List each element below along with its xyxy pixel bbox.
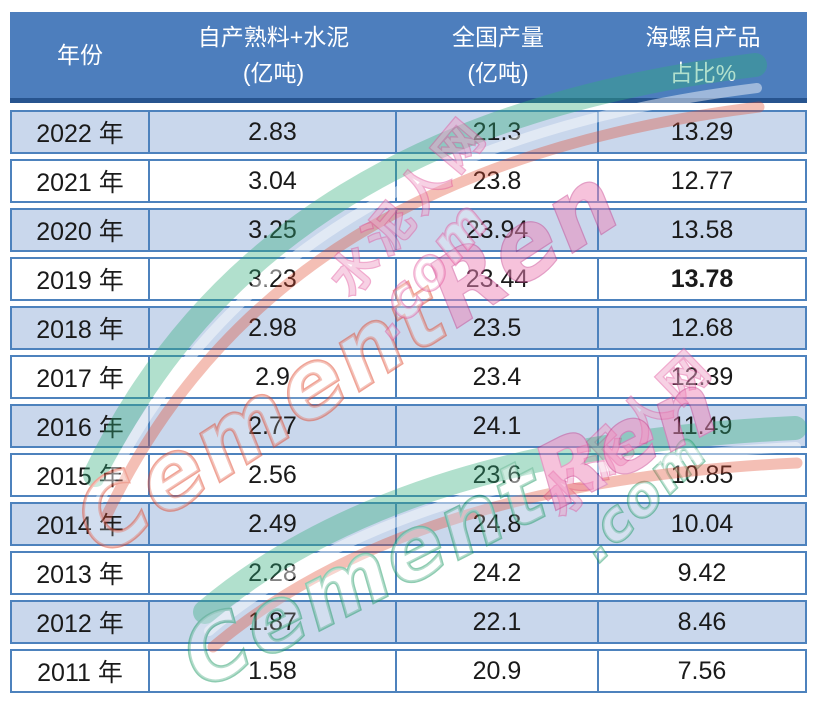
share-cell: 8.46: [599, 600, 807, 644]
share-cell: 10.04: [599, 502, 807, 546]
header-clinker-cement: 自产熟料+水泥 (亿吨): [150, 12, 397, 98]
share-cell: 13.58: [599, 208, 807, 252]
national-output-cell: 22.1: [397, 600, 599, 644]
table-row: 2014 年 2.49 24.8 10.04: [10, 502, 807, 546]
share-cell: 13.78: [599, 257, 807, 301]
year-cell: 2011 年: [10, 649, 150, 693]
table-header: 年份 自产熟料+水泥 (亿吨) 全国产量 (亿吨) 海螺自产品 占比%: [10, 12, 807, 103]
national-output-cell: 23.6: [397, 453, 599, 497]
table-row: 2013 年 2.28 24.2 9.42: [10, 551, 807, 595]
header-line: 海螺自产品: [645, 24, 761, 50]
clinker-cement-cell: 2.49: [150, 502, 397, 546]
share-cell: 9.42: [599, 551, 807, 595]
year-cell: 2015 年: [10, 453, 150, 497]
year-cell: 2018 年: [10, 306, 150, 350]
clinker-cement-cell: 2.98: [150, 306, 397, 350]
table-row: 2017 年 2.9 23.4 12.39: [10, 355, 807, 399]
header-year: 年份: [10, 12, 150, 98]
table-row: 2016 年 2.77 24.1 11.49: [10, 404, 807, 448]
clinker-cement-cell: 1.87: [150, 600, 397, 644]
header-line: (亿吨): [242, 60, 305, 86]
clinker-cement-cell: 2.77: [150, 404, 397, 448]
year-cell: 2012 年: [10, 600, 150, 644]
table-row: 2019 年 3.23 23.44 13.78: [10, 257, 807, 301]
table-row: 2012 年 1.87 22.1 8.46: [10, 600, 807, 644]
national-output-cell: 20.9: [397, 649, 599, 693]
year-cell: 2013 年: [10, 551, 150, 595]
year-cell: 2016 年: [10, 404, 150, 448]
national-output-cell: 23.44: [397, 257, 599, 301]
clinker-cement-cell: 3.25: [150, 208, 397, 252]
clinker-cement-cell: 3.04: [150, 159, 397, 203]
year-cell: 2019 年: [10, 257, 150, 301]
year-cell: 2014 年: [10, 502, 150, 546]
data-table: 年份 自产熟料+水泥 (亿吨) 全国产量 (亿吨) 海螺自产品 占比% 2022…: [10, 12, 807, 698]
national-output-cell: 23.94: [397, 208, 599, 252]
header-line: (亿吨): [467, 60, 529, 86]
year-cell: 2020 年: [10, 208, 150, 252]
national-output-cell: 23.5: [397, 306, 599, 350]
header-line: 占比%: [669, 60, 737, 86]
share-cell: 7.56: [599, 649, 807, 693]
clinker-cement-cell: 2.56: [150, 453, 397, 497]
table-row: 2011 年 1.58 20.9 7.56: [10, 649, 807, 693]
year-cell: 2022 年: [10, 110, 150, 154]
table-body: 2022 年 2.83 21.3 13.29 2021 年 3.04 23.8 12.77 20…: [10, 110, 807, 693]
clinker-cement-cell: 1.58: [150, 649, 397, 693]
share-cell: 13.29: [599, 110, 807, 154]
national-output-cell: 24.2: [397, 551, 599, 595]
share-cell: 12.77: [599, 159, 807, 203]
national-output-cell: 24.1: [397, 404, 599, 448]
national-output-cell: 21.3: [397, 110, 599, 154]
year-cell: 2017 年: [10, 355, 150, 399]
table-row: 2022 年 2.83 21.3 13.29: [10, 110, 807, 154]
clinker-cement-cell: 2.28: [150, 551, 397, 595]
clinker-cement-cell: 3.23: [150, 257, 397, 301]
header-line: 年份: [57, 42, 103, 68]
header-share: 海螺自产品 占比%: [599, 12, 807, 98]
table-row: 2020 年 3.25 23.94 13.58: [10, 208, 807, 252]
table-row: 2021 年 3.04 23.8 12.77: [10, 159, 807, 203]
year-cell: 2021 年: [10, 159, 150, 203]
share-cell: 11.49: [599, 404, 807, 448]
header-national-output: 全国产量 (亿吨): [397, 12, 599, 98]
share-cell: 10.85: [599, 453, 807, 497]
header-line: 全国产量: [452, 24, 544, 50]
clinker-cement-cell: 2.83: [150, 110, 397, 154]
table-row: 2015 年 2.56 23.6 10.85: [10, 453, 807, 497]
clinker-cement-cell: 2.9: [150, 355, 397, 399]
national-output-cell: 24.8: [397, 502, 599, 546]
national-output-cell: 23.8: [397, 159, 599, 203]
share-cell: 12.68: [599, 306, 807, 350]
table-row: 2018 年 2.98 23.5 12.68: [10, 306, 807, 350]
national-output-cell: 23.4: [397, 355, 599, 399]
share-cell: 12.39: [599, 355, 807, 399]
header-line: 自产熟料+水泥: [197, 24, 350, 50]
